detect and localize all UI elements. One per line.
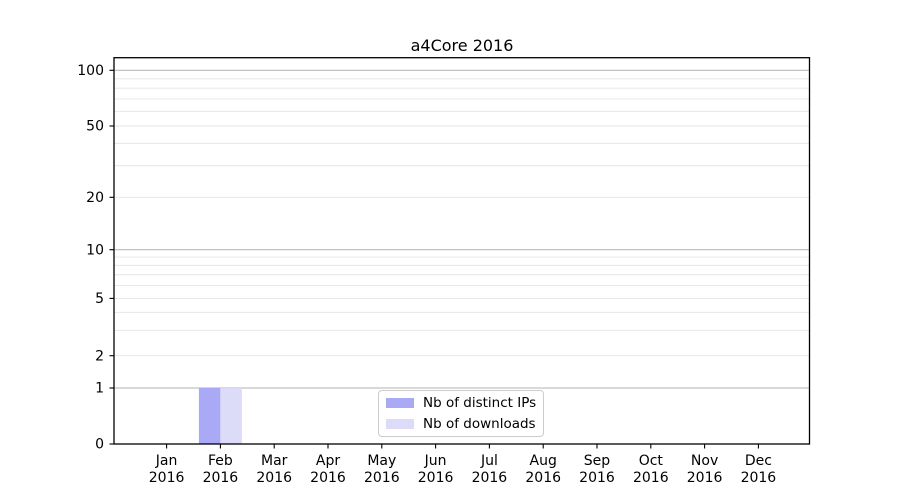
x-tick-label-year: 2016 [687,470,723,486]
x-tick-label-month: Nov [691,453,718,469]
x-tick-label-year: 2016 [472,470,508,486]
x-tick-label-month: Jul [480,453,498,469]
axes-spines [113,57,811,445]
legend-item: Nb of downloads [386,416,543,432]
y-tick-label: 20 [86,190,104,206]
x-tick-label-month: Aug [530,453,557,469]
legend-label: Nb of distinct IPs [423,395,537,411]
x-tick-label-year: 2016 [310,470,346,486]
bar-nb-of-distinct-ips [198,388,221,444]
y-tick-label: 0 [95,437,104,453]
x-tick-label-month: Oct [639,453,664,469]
bar-nb-of-downloads [220,388,242,444]
legend-swatch-downloads [386,419,414,429]
x-tick-label-month: Sep [584,453,611,469]
chart-title: a4Core 2016 [410,36,514,55]
y-tick-label: 50 [86,119,104,135]
x-tick-label-year: 2016 [579,470,615,486]
x-tick-label-month: Mar [261,453,288,469]
x-tick-label-month: Feb [208,453,233,469]
x-tick-label-year: 2016 [203,470,239,486]
y-tick-label: 5 [95,291,104,307]
x-tick-label-month: Jan [155,453,178,469]
x-tick-label-month: May [367,453,396,469]
x-tick-label-year: 2016 [741,470,777,486]
legend-swatch-distinct-ips [386,398,414,408]
x-tick-label-year: 2016 [633,470,669,486]
x-tick-label-month: Apr [316,453,340,469]
x-tick-label-year: 2016 [525,470,561,486]
legend: Nb of distinct IPs Nb of downloads [378,390,544,437]
x-tick-label-year: 2016 [149,470,185,486]
y-tick-label: 100 [77,63,104,79]
legend-item: Nb of distinct IPs [386,395,543,411]
y-tick-label: 1 [95,381,104,397]
legend-label: Nb of downloads [423,416,536,432]
y-tick-label: 2 [95,348,104,364]
x-tick-label-month: Dec [745,453,772,469]
x-tick-label-year: 2016 [364,470,400,486]
x-tick-label-month: Jun [424,453,447,469]
y-tick-label: 10 [86,242,104,258]
x-tick-label-year: 2016 [256,470,292,486]
x-tick-label-year: 2016 [418,470,454,486]
